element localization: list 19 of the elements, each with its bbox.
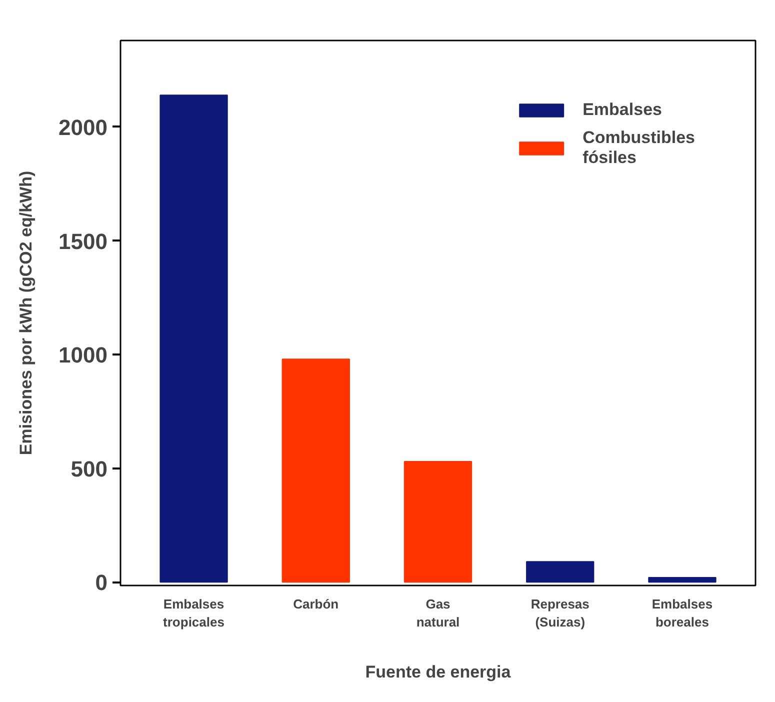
x-tick-label: Represas (Suizas) <box>530 596 590 630</box>
x-tick-label: Embalses boreales <box>652 596 713 630</box>
bar <box>160 94 228 583</box>
y-tick-label: 0 <box>95 570 108 596</box>
bar <box>526 561 594 583</box>
y-tick-label: 1500 <box>58 228 108 254</box>
y-tick-label: 2000 <box>58 114 108 140</box>
x-tick-label: Embalses tropicales <box>163 596 224 630</box>
bar <box>648 577 716 583</box>
x-tick-label: Gas natural <box>416 596 460 630</box>
y-tick-label: 1000 <box>58 342 108 368</box>
x-axis-title: Fuente de energia <box>365 662 512 682</box>
y-axis-title: Emisiones por kWh (gCO2 eq/kWh) <box>16 170 36 456</box>
legend-label: Embalses <box>582 100 662 120</box>
bar <box>404 460 472 583</box>
y-tick-label: 500 <box>70 456 108 482</box>
bar <box>282 358 350 583</box>
legend-label: Combustibles fósiles <box>582 128 695 168</box>
x-tick-label: Carbón <box>293 596 339 612</box>
